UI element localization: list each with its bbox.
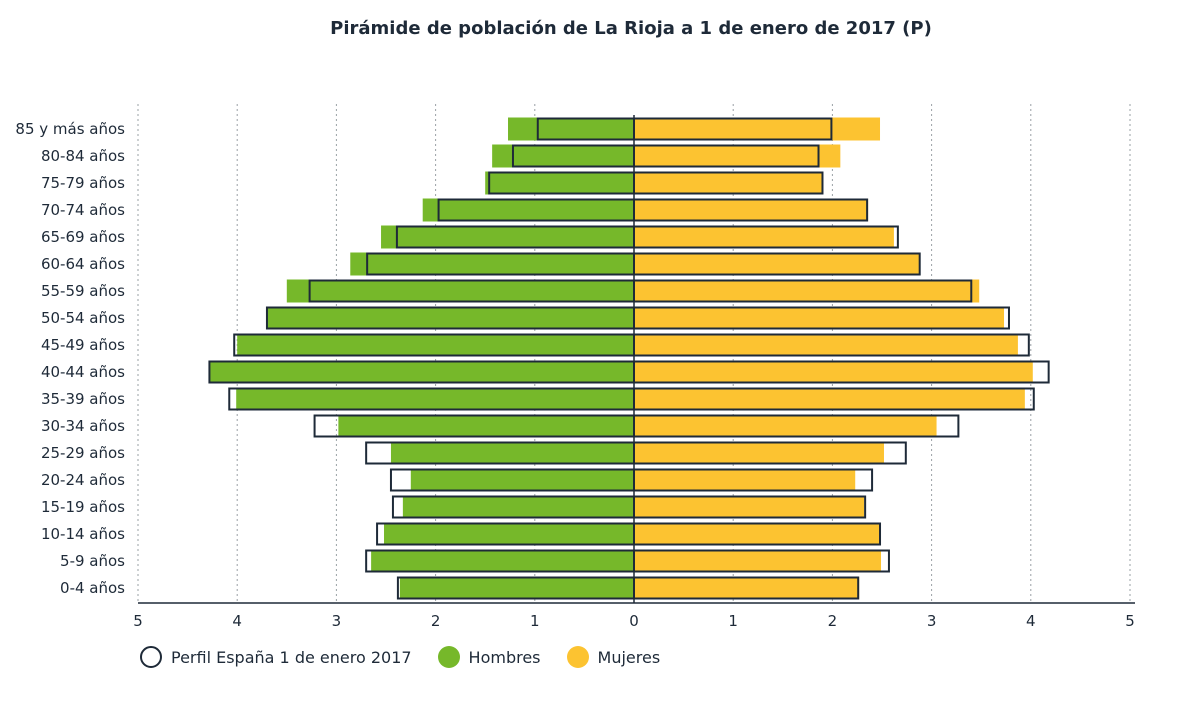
x-tick-label: 2 xyxy=(828,612,838,630)
bar-mujeres xyxy=(634,549,882,573)
bar-hombres xyxy=(399,576,634,600)
legend-swatch-outline xyxy=(140,646,162,668)
category-label: 25-29 años xyxy=(41,444,125,462)
category-labels: 85 y más años 80-84 años 75-79 años 70-74 a… xyxy=(15,120,125,597)
legend: Perfil España 1 de enero 2017 Hombres Mu… xyxy=(140,646,686,668)
category-label: 10-14 años xyxy=(41,525,125,543)
grid xyxy=(137,104,1131,603)
category-label: 70-74 años xyxy=(41,201,125,219)
category-label: 65-69 años xyxy=(41,228,125,246)
legend-label: Perfil España 1 de enero 2017 xyxy=(171,647,412,667)
x-tick-label: 5 xyxy=(1125,612,1135,630)
category-label: 85 y más años xyxy=(15,120,125,138)
x-tick-label: 4 xyxy=(232,612,242,630)
legend-swatch-hombres xyxy=(437,646,460,668)
category-label: 60-64 años xyxy=(41,255,125,273)
bar-mujeres xyxy=(634,279,980,303)
bar-hombres xyxy=(492,144,634,168)
bar-hombres xyxy=(236,387,634,411)
legend-item-hombres: Hombres xyxy=(437,646,541,668)
bar-mujeres xyxy=(634,522,882,546)
x-tick-label: 3 xyxy=(332,612,342,630)
category-label: 80-84 años xyxy=(41,147,125,165)
bar-mujeres xyxy=(634,117,881,141)
bar-mujeres xyxy=(634,495,865,519)
bar-mujeres xyxy=(634,414,937,438)
category-label: 0-4 años xyxy=(60,579,125,597)
bar-hombres xyxy=(410,468,634,492)
category-label: 40-44 años xyxy=(41,363,125,381)
x-axis: 5 4 3 2 1 0 1 2 3 4 5 xyxy=(133,115,1135,630)
category-label: 20-24 años xyxy=(41,471,125,489)
x-tick-label: 1 xyxy=(530,612,540,630)
bar-hombres xyxy=(338,414,634,438)
x-tick-label: 4 xyxy=(1026,612,1036,630)
bar-hombres xyxy=(381,225,634,249)
bar-hombres xyxy=(237,333,634,357)
chart-title: Pirámide de población de La Rioja a 1 de… xyxy=(330,18,932,39)
bar-hombres xyxy=(390,441,634,465)
bar-hombres xyxy=(350,252,634,276)
legend-label: Mujeres xyxy=(597,647,661,667)
category-label: 75-79 años xyxy=(41,174,125,192)
x-tick-label: 1 xyxy=(728,612,738,630)
bars xyxy=(209,117,1033,600)
bar-mujeres xyxy=(634,333,1018,357)
x-tick-label: 5 xyxy=(133,612,143,630)
category-label: 45-49 años xyxy=(41,336,125,354)
category-label: 55-59 años xyxy=(41,282,125,300)
bar-mujeres xyxy=(634,171,823,195)
bar-mujeres xyxy=(634,225,894,249)
x-tick-label: 2 xyxy=(431,612,441,630)
bar-mujeres xyxy=(634,144,841,168)
x-tick-label: 3 xyxy=(927,612,937,630)
bar-mujeres xyxy=(634,468,856,492)
bar-mujeres xyxy=(634,360,1033,384)
bar-mujeres xyxy=(634,306,1005,330)
bar-mujeres xyxy=(634,252,920,276)
bar-hombres xyxy=(384,522,634,546)
category-label: 15-19 años xyxy=(41,498,125,516)
legend-swatch-mujeres xyxy=(566,646,589,668)
category-label: 35-39 años xyxy=(41,390,125,408)
bar-hombres xyxy=(508,117,634,141)
legend-item-mujeres: Mujeres xyxy=(566,646,661,668)
category-label: 50-54 años xyxy=(41,309,125,327)
bar-mujeres xyxy=(634,441,884,465)
bar-mujeres xyxy=(634,387,1025,411)
legend-item-spain-profile: Perfil España 1 de enero 2017 xyxy=(140,646,412,668)
bar-hombres xyxy=(402,495,634,519)
population-pyramid-chart: 85 y más años 80-84 años 75-79 años 70-74 a… xyxy=(15,104,1135,630)
bar-hombres xyxy=(209,360,634,384)
bar-hombres xyxy=(266,306,634,330)
bar-mujeres xyxy=(634,198,869,222)
bar-hombres xyxy=(286,279,634,303)
bar-hombres xyxy=(371,549,634,573)
category-label: 30-34 años xyxy=(41,417,125,435)
x-tick-label: 0 xyxy=(629,612,639,630)
bar-hombres xyxy=(422,198,634,222)
legend-label: Hombres xyxy=(468,647,541,667)
bar-mujeres xyxy=(634,576,860,600)
bar-hombres xyxy=(485,171,634,195)
category-label: 5-9 años xyxy=(60,552,125,570)
